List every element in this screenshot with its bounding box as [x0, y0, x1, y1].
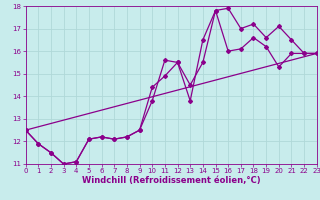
X-axis label: Windchill (Refroidissement éolien,°C): Windchill (Refroidissement éolien,°C)	[82, 176, 260, 185]
